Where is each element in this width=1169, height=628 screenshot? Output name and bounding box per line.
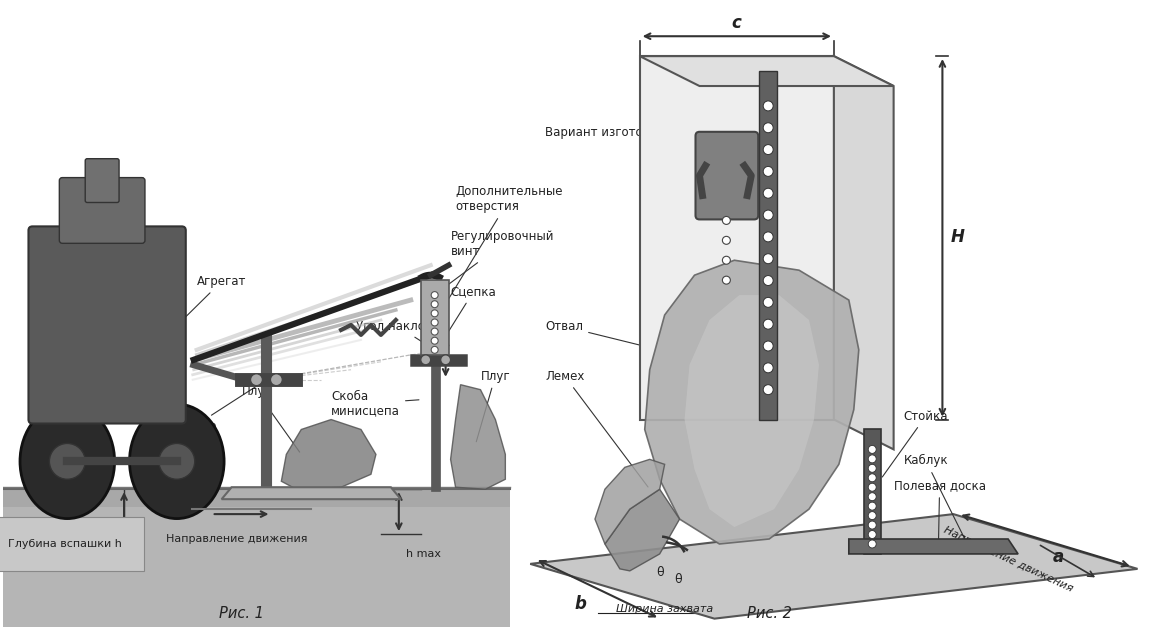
Polygon shape <box>282 420 376 489</box>
Text: Плуг: Плуг <box>476 370 510 441</box>
Circle shape <box>441 355 450 365</box>
Text: Угол наклона: Угол наклона <box>357 320 443 355</box>
Text: Рис. 1: Рис. 1 <box>219 606 264 621</box>
Polygon shape <box>222 487 401 499</box>
Text: Дополнительные
отверстия: Дополнительные отверстия <box>434 185 563 323</box>
Circle shape <box>431 337 438 344</box>
Text: Направление движения: Направление движения <box>942 524 1074 593</box>
Circle shape <box>869 512 877 519</box>
Circle shape <box>763 144 773 154</box>
Circle shape <box>869 445 877 453</box>
Polygon shape <box>450 385 505 489</box>
Circle shape <box>869 502 877 510</box>
Text: Скоба
минисцепа: Скоба минисцепа <box>331 389 419 418</box>
Circle shape <box>763 254 773 264</box>
FancyBboxPatch shape <box>421 280 449 355</box>
Text: Агрегат: Агрегат <box>134 275 247 368</box>
Text: Стойка: Стойка <box>759 185 844 200</box>
Circle shape <box>869 464 877 472</box>
Circle shape <box>763 101 773 111</box>
Text: θ: θ <box>673 573 682 587</box>
Circle shape <box>159 443 195 479</box>
Circle shape <box>431 328 438 335</box>
Text: Глубина вспашки h: Глубина вспашки h <box>7 539 122 549</box>
Text: a: a <box>1052 548 1064 566</box>
Text: Отвал: Отвал <box>545 320 697 359</box>
Circle shape <box>869 455 877 463</box>
Circle shape <box>49 443 85 479</box>
Circle shape <box>763 385 773 394</box>
Bar <box>2 507 511 627</box>
Text: Каблук: Каблук <box>904 454 967 543</box>
Circle shape <box>763 276 773 286</box>
Circle shape <box>270 374 283 386</box>
FancyBboxPatch shape <box>696 132 759 219</box>
Text: Полевая доска: Полевая доска <box>893 479 985 543</box>
Text: Сцепка: Сцепка <box>434 285 497 354</box>
Text: Кронштейн: Кронштейн <box>742 146 860 165</box>
Circle shape <box>869 474 877 482</box>
Circle shape <box>763 341 773 351</box>
FancyBboxPatch shape <box>85 159 119 202</box>
Text: Сцепка: Сцепка <box>172 383 261 433</box>
Circle shape <box>431 291 438 298</box>
Circle shape <box>763 319 773 329</box>
Polygon shape <box>645 260 859 544</box>
Polygon shape <box>595 459 665 544</box>
Polygon shape <box>759 71 777 420</box>
Text: H: H <box>950 229 964 246</box>
Text: Ширина захвата: Ширина захвата <box>616 604 713 614</box>
Text: Плуг: Плуг <box>242 384 299 452</box>
Polygon shape <box>639 56 833 420</box>
Text: b: b <box>574 595 586 613</box>
Polygon shape <box>849 539 1018 554</box>
Text: Направление движения: Направление движения <box>166 534 307 544</box>
Polygon shape <box>639 56 893 86</box>
Circle shape <box>869 540 877 548</box>
Circle shape <box>722 256 731 264</box>
Circle shape <box>869 484 877 491</box>
Polygon shape <box>685 295 819 527</box>
Circle shape <box>431 319 438 326</box>
Text: θ: θ <box>656 566 664 580</box>
Circle shape <box>722 276 731 284</box>
Text: Лемех: Лемех <box>545 370 648 487</box>
Circle shape <box>763 210 773 220</box>
Ellipse shape <box>20 404 115 519</box>
Circle shape <box>722 236 731 244</box>
Circle shape <box>763 122 773 133</box>
Circle shape <box>763 232 773 242</box>
Polygon shape <box>531 514 1137 619</box>
Circle shape <box>431 310 438 317</box>
FancyBboxPatch shape <box>28 226 186 423</box>
Circle shape <box>869 493 877 501</box>
Circle shape <box>763 188 773 198</box>
Text: h max: h max <box>406 549 441 559</box>
Polygon shape <box>833 56 893 450</box>
Text: Стойка: Стойка <box>883 409 948 477</box>
Text: Вариант изготовления стойки: Вариант изготовления стойки <box>545 92 756 139</box>
Circle shape <box>869 521 877 529</box>
Circle shape <box>869 531 877 538</box>
Circle shape <box>250 374 262 386</box>
Text: c: c <box>732 14 741 32</box>
Bar <box>2 487 511 627</box>
Circle shape <box>763 298 773 307</box>
Circle shape <box>763 363 773 373</box>
Ellipse shape <box>130 404 224 519</box>
Circle shape <box>722 217 731 224</box>
Text: Регулировочный
винт: Регулировочный винт <box>423 230 554 303</box>
Circle shape <box>421 355 430 365</box>
FancyBboxPatch shape <box>60 178 145 243</box>
Polygon shape <box>864 430 880 554</box>
Circle shape <box>431 301 438 308</box>
Circle shape <box>431 347 438 354</box>
Polygon shape <box>604 489 679 571</box>
Circle shape <box>763 166 773 176</box>
Text: Рис. 2: Рис. 2 <box>747 606 791 621</box>
